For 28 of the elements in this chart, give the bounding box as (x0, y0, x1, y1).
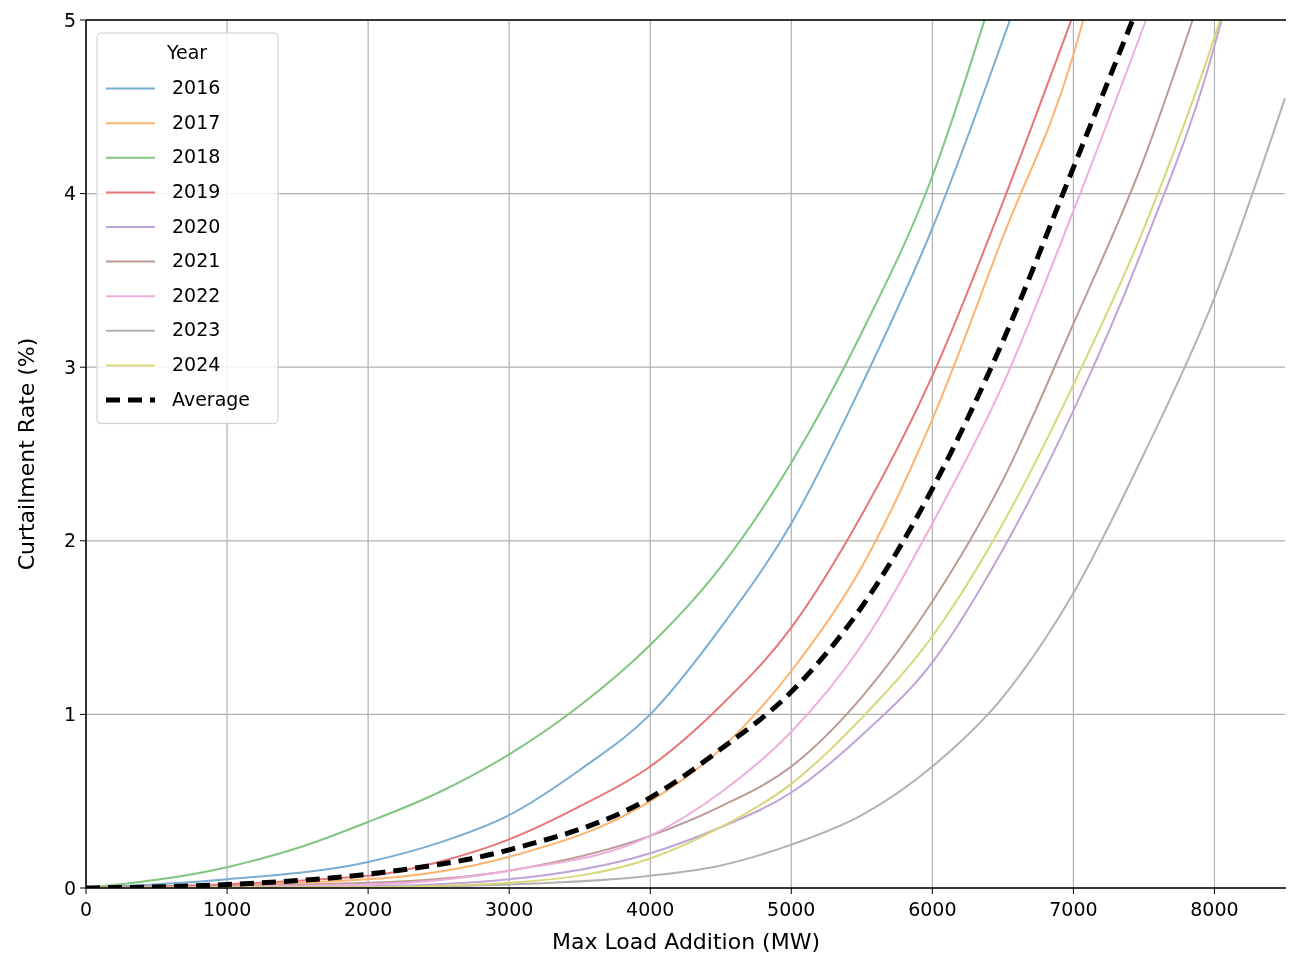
legend-title: Year (165, 41, 208, 63)
legend-label: 2018 (172, 145, 221, 168)
x-tick-label: 0 (79, 898, 93, 920)
x-tick-label: 1000 (202, 898, 252, 920)
legend-label: 2020 (172, 214, 221, 237)
x-tick-label: 6000 (908, 898, 957, 920)
legend-label: 2021 (172, 249, 221, 272)
y-tick-label: 1 (63, 703, 76, 726)
y-tick-label: 2 (63, 529, 76, 552)
legend-label: 2016 (172, 76, 221, 99)
x-tick-label: 3000 (485, 898, 534, 920)
x-axis-title: Max Load Addition (MW) (552, 929, 820, 954)
legend-label: 2017 (172, 110, 221, 133)
y-tick-label: 0 (63, 876, 76, 899)
x-tick-label: 8000 (1190, 898, 1239, 920)
legend-label: 2019 (172, 180, 221, 203)
legend-label: Average (172, 387, 251, 410)
legend-label: 2024 (172, 353, 221, 376)
y-tick-label: 3 (63, 355, 76, 378)
y-axis-title: Curtailment Rate (%) (14, 337, 39, 571)
x-tick-label: 5000 (767, 898, 816, 920)
legend-label: 2022 (172, 283, 221, 306)
y-tick-label: 4 (63, 182, 76, 205)
legend-label: 2023 (172, 318, 221, 341)
x-tick-label: 4000 (626, 898, 675, 920)
x-tick-label: 7000 (1049, 898, 1098, 920)
y-tick-label: 5 (63, 8, 76, 31)
x-tick-label: 2000 (343, 898, 393, 920)
